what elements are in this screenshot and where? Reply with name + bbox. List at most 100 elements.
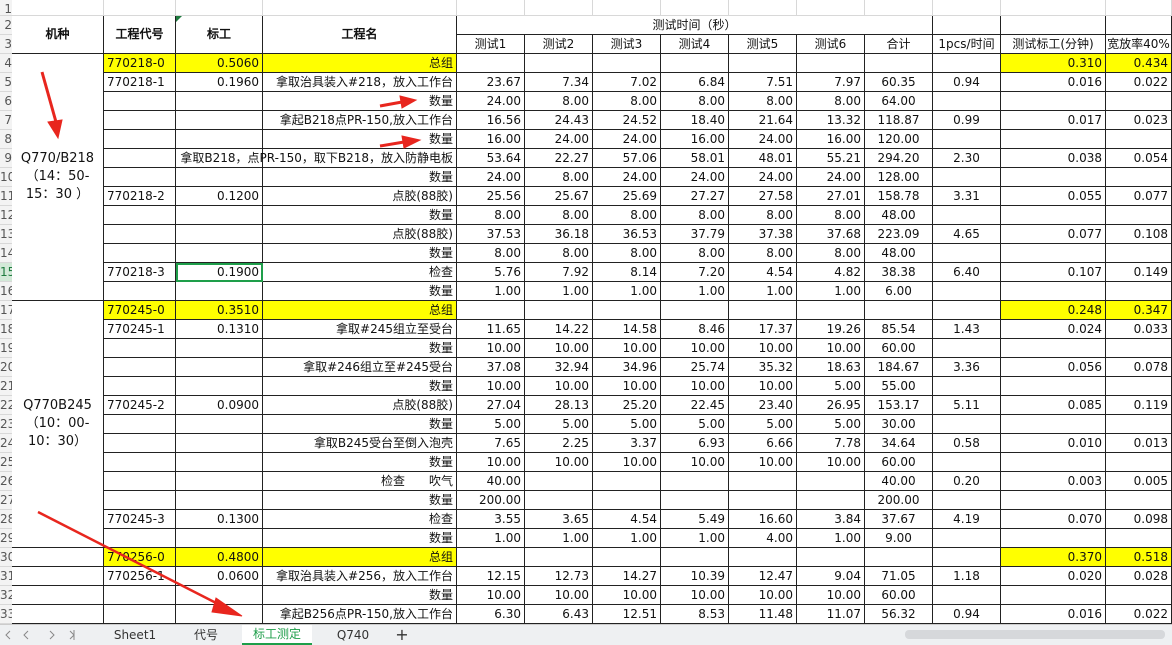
cell-text: 0.098 — [1106, 510, 1172, 529]
cell — [1001, 244, 1106, 263]
cell-text: 3.31 — [933, 187, 1001, 206]
cell — [1106, 0, 1172, 16]
cell — [1106, 92, 1172, 111]
cell-text: 0.024 — [1001, 320, 1106, 339]
cell — [104, 225, 176, 244]
cell-text: 8.00 — [525, 206, 593, 225]
cell — [933, 453, 1001, 472]
cell — [1001, 453, 1106, 472]
cell-text: 6.30 — [457, 605, 525, 624]
cell-text: 8.00 — [593, 206, 661, 225]
cell — [525, 472, 593, 491]
cell-text: 拿取#245组立至受台 — [263, 320, 457, 339]
row-number: 10 — [0, 168, 12, 187]
h-scrollbar[interactable] — [905, 630, 1165, 639]
cell — [729, 0, 797, 16]
row-number: 19 — [0, 339, 12, 358]
cell-text: 8.00 — [457, 244, 525, 263]
cell-text: 16.56 — [457, 111, 525, 130]
cell-text: 1.00 — [661, 529, 729, 548]
cell — [1106, 377, 1172, 396]
cell — [104, 339, 176, 358]
cell-text: 770218-3 — [104, 263, 176, 282]
cell — [176, 415, 263, 434]
cell-text: 10.00 — [457, 339, 525, 358]
column-header: 测试标工(分钟) — [1001, 35, 1106, 54]
cell-text: 10.00 — [661, 377, 729, 396]
column-header: 机种 — [12, 16, 104, 54]
cell — [104, 472, 176, 491]
cell-text: 数量 — [263, 453, 457, 472]
cell — [1001, 377, 1106, 396]
cell-text: 770218-1 — [104, 73, 176, 92]
cell-text: 770256-1 — [104, 567, 176, 586]
cell-text: 0.005 — [1106, 472, 1172, 491]
column-header: 合计 — [865, 35, 933, 54]
cell-text: 1.18 — [933, 567, 1001, 586]
merged-cell: Q770/B218 （14：50- 15：30 ） — [12, 54, 104, 301]
cell — [176, 453, 263, 472]
cell — [104, 168, 176, 187]
cell-text: 17.37 — [729, 320, 797, 339]
cell-text: 0.94 — [933, 73, 1001, 92]
cell-text: 57.06 — [593, 149, 661, 168]
sheet-tab[interactable]: 标工测定 — [242, 625, 312, 645]
sheet-tab[interactable]: Q740 — [336, 628, 370, 642]
cell-text: 13.32 — [797, 111, 865, 130]
tab-nav[interactable] — [0, 625, 95, 645]
row-number: 15 — [0, 263, 12, 282]
cell-text: 12.47 — [729, 567, 797, 586]
add-sheet-button[interactable]: + — [395, 625, 409, 644]
column-header: 工程名 — [263, 16, 457, 54]
cell — [1106, 206, 1172, 225]
cell — [176, 282, 263, 301]
cell-text: 0.0900 — [176, 396, 263, 415]
cell-text: 10.00 — [729, 377, 797, 396]
cell — [1001, 92, 1106, 111]
cell-text: 24.00 — [457, 168, 525, 187]
cell — [104, 244, 176, 263]
cell-text: 10.00 — [729, 586, 797, 605]
cell-text: 48.01 — [729, 149, 797, 168]
merged-cell-text: 10：30） — [27, 434, 88, 449]
cell-text: 24.00 — [593, 168, 661, 187]
cell — [933, 0, 1001, 16]
cell — [1106, 529, 1172, 548]
row-number: 29 — [0, 529, 12, 548]
cell-text: 8.00 — [525, 168, 593, 187]
cell-text: 1.00 — [525, 529, 593, 548]
sheet-tab[interactable]: 代号 — [193, 628, 218, 642]
cell-text: 1.00 — [593, 529, 661, 548]
cell-text: 25.20 — [593, 396, 661, 415]
cell-text: 8.00 — [525, 92, 593, 111]
cell — [1106, 244, 1172, 263]
cell — [797, 301, 865, 320]
cell-text: 294.20 — [865, 149, 933, 168]
cell — [104, 491, 176, 510]
row-number: 28 — [0, 510, 12, 529]
cell-text: 10.00 — [593, 377, 661, 396]
cell — [933, 529, 1001, 548]
cell-text: 128.00 — [865, 168, 933, 187]
cell-text: 770245-2 — [104, 396, 176, 415]
cell — [104, 130, 176, 149]
cell-text: 0.1900 — [176, 263, 263, 282]
cell-text: 0.108 — [1106, 225, 1172, 244]
cell-text: 10.39 — [661, 567, 729, 586]
cell-text: 64.00 — [865, 92, 933, 111]
cell-text: 48.00 — [865, 244, 933, 263]
cell-text: 10.00 — [457, 377, 525, 396]
sheet-tab[interactable]: Sheet1 — [113, 628, 157, 642]
cell-text: 8.00 — [729, 92, 797, 111]
cell — [797, 491, 865, 510]
cell-text: 55.21 — [797, 149, 865, 168]
cell-text: 0.1960 — [176, 73, 263, 92]
cell-text: 0.020 — [1001, 567, 1106, 586]
row-number: 26 — [0, 472, 12, 491]
cell — [176, 586, 263, 605]
cell-text: 6.66 — [729, 434, 797, 453]
cell — [176, 92, 263, 111]
cell — [525, 54, 593, 73]
column-header: 测试2 — [525, 35, 593, 54]
